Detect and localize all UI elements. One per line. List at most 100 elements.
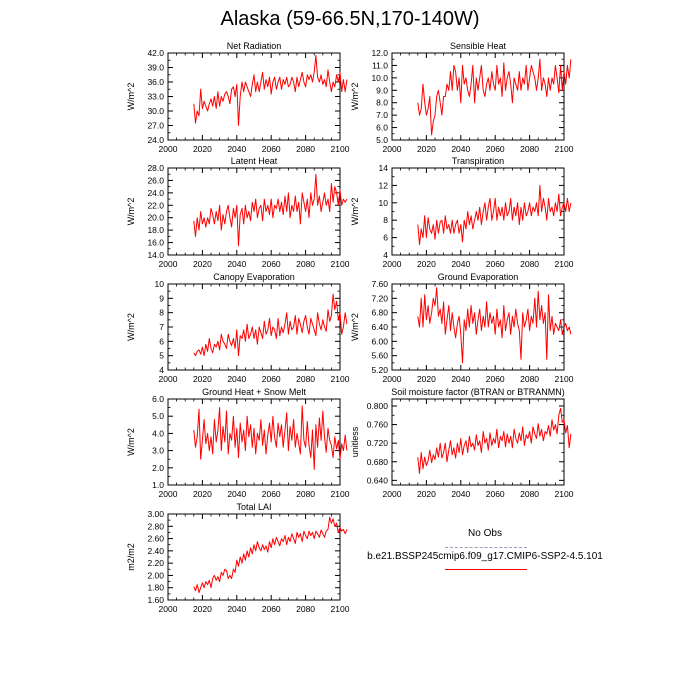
y-tick-label: 10 [155,279,165,289]
y-axis-label: m2/m2 [126,543,136,571]
panel-title: Net Radiation [227,41,282,51]
y-tick-label: 5.60 [371,351,388,361]
panel-4: Canopy Evaporation 2000 2020 2040 2060 2080 21… [126,272,350,384]
x-tick-label: 2020 [193,489,212,499]
x-tick-label: 2060 [486,259,505,269]
x-tick-label: 2100 [555,489,574,499]
panel-1: Sensible Heat 2000 2020 2040 2060 2080 2100 5.0… [350,41,574,154]
x-tick-label: 2060 [486,144,505,154]
y-tick-label: 6 [383,233,388,243]
y-tick-label: 2.0 [152,463,164,473]
x-tick-label: 2000 [159,374,178,384]
x-tick-label: 2020 [417,374,436,384]
x-tick-label: 2080 [296,489,315,499]
x-tick-label: 2040 [227,259,246,269]
y-tick-label: 6.0 [376,123,388,133]
x-tick-label: 2000 [383,259,402,269]
y-tick-label: 5 [159,351,164,361]
x-tick-label: 2020 [417,489,436,499]
y-tick-label: 11.0 [372,60,388,70]
y-tick-label: 1.80 [147,583,164,593]
y-tick-label: 24.0 [147,188,164,198]
y-tick-label: 14 [379,163,389,173]
y-tick-label: 12 [379,180,389,190]
y-tick-label: 5.0 [152,411,164,421]
y-tick-label: 8.0 [376,98,388,108]
x-tick-label: 2040 [227,489,246,499]
x-tick-label: 2080 [296,374,315,384]
x-tick-label: 2040 [451,489,470,499]
x-tick-label: 2060 [486,374,505,384]
x-tick-label: 2020 [193,604,212,614]
x-tick-label: 2040 [227,144,246,154]
y-tick-label: 24.0 [147,135,164,145]
x-tick-label: 2040 [451,374,470,384]
x-tick-label: 2040 [227,604,246,614]
plot-frame [167,283,341,371]
x-tick-label: 2020 [417,144,436,154]
y-axis-label: W/m^2 [126,198,136,226]
series-line [193,405,348,470]
y-tick-label: 6.0 [152,394,164,404]
x-tick-label: 2060 [262,489,281,499]
panel-6: Ground Heat + Snow Melt 2000 2020 2040 2060 2… [126,387,350,499]
y-axis-label: W/m^2 [126,428,136,456]
y-tick-label: 7 [159,322,164,332]
x-tick-label: 2080 [520,144,539,154]
x-tick-label: 2080 [296,259,315,269]
y-axis-label: unitless [350,426,360,457]
y-axis-label: W/m^2 [126,313,136,341]
panel-title: Total LAI [236,502,271,512]
y-tick-label: 2.60 [147,534,164,544]
page-title: Alaska (59-66.5N,170-140W) [220,8,480,30]
y-tick-label: 36.0 [147,77,164,87]
panel-8: Total LAI 2000 2020 2040 2060 2080 2100 1.60 1.8… [126,502,350,614]
series-line [193,293,348,357]
y-tick-label: 4.0 [152,428,164,438]
y-tick-label: 5.20 [371,365,388,375]
y-axis-label: W/m^2 [350,83,360,111]
y-axis-label: W/m^2 [350,313,360,341]
y-tick-label: 9.0 [376,85,388,95]
series-line [193,173,348,247]
x-tick-label: 2080 [520,259,539,269]
y-tick-label: 16.0 [147,238,164,248]
y-tick-label: 1.60 [147,595,164,605]
y-tick-label: 2.80 [147,521,164,531]
x-tick-label: 2100 [331,604,350,614]
x-tick-label: 2080 [296,604,315,614]
legend-model-label: b.e21.BSSP245cmip6.f09_g17.CMIP6-SSP2-4.… [367,551,603,562]
x-tick-label: 2060 [262,604,281,614]
y-tick-label: 5.0 [376,135,388,145]
y-tick-label: 14.0 [147,250,164,260]
x-tick-label: 2020 [193,259,212,269]
y-tick-label: 0.800 [367,401,389,411]
x-tick-label: 2040 [451,259,470,269]
y-tick-label: 39.0 [147,63,164,73]
panel-title: Ground Evaporation [438,272,519,282]
x-tick-label: 2060 [262,374,281,384]
y-tick-label: 33.0 [147,92,164,102]
y-tick-label: 42.0 [147,48,164,58]
plot-frame [391,52,565,141]
series-line [417,184,572,246]
series-line [193,516,348,594]
x-tick-label: 2100 [331,374,350,384]
x-tick-label: 2000 [383,489,402,499]
x-tick-label: 2100 [555,259,574,269]
y-tick-label: 20.0 [147,213,164,223]
x-tick-label: 2040 [451,144,470,154]
x-tick-label: 2020 [193,144,212,154]
x-tick-label: 2020 [193,374,212,384]
x-tick-label: 2080 [520,374,539,384]
y-tick-label: 0.640 [367,475,389,485]
y-tick-label: 22.0 [147,200,164,210]
x-tick-label: 2100 [331,259,350,269]
y-tick-label: 30.0 [147,106,164,116]
x-tick-label: 2080 [520,489,539,499]
series-line [193,54,348,126]
x-tick-label: 2100 [331,489,350,499]
y-tick-label: 3.00 [147,509,164,519]
series-line [417,287,572,364]
